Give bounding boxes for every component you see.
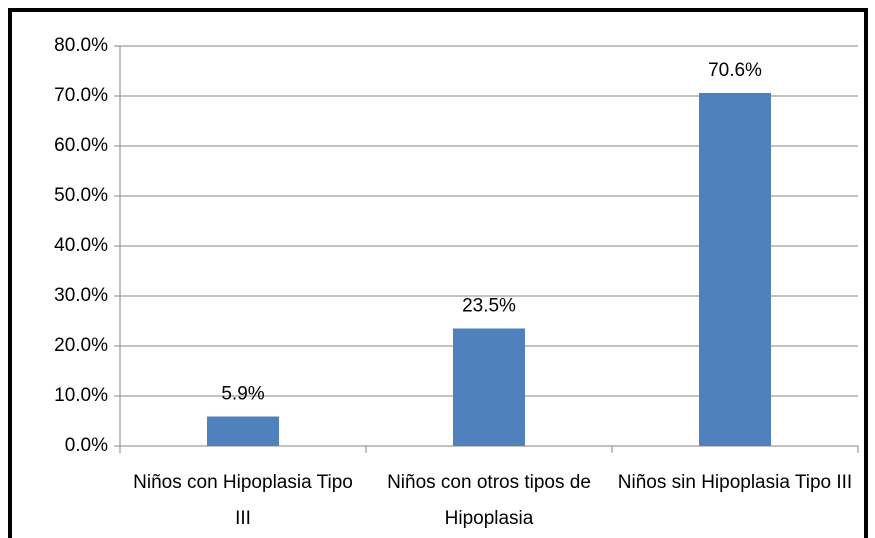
- y-tick-label: 80.0%: [54, 35, 108, 56]
- y-tick-label: 40.0%: [54, 235, 108, 256]
- y-tick-label: 10.0%: [54, 385, 108, 406]
- x-tick-label: Niños sin Hipoplasia Tipo III: [617, 472, 853, 493]
- x-tick-label: Niños con Hipoplasia Tipo III: [133, 472, 353, 529]
- y-tick-label: 20.0%: [54, 335, 108, 356]
- data-label: 5.9%: [221, 384, 264, 405]
- y-tick-label: 50.0%: [54, 185, 108, 206]
- bar: [207, 416, 279, 446]
- y-tick-label: 60.0%: [54, 135, 108, 156]
- data-label: 70.6%: [708, 60, 762, 81]
- y-tick-label: 0.0%: [65, 435, 108, 456]
- data-label: 23.5%: [462, 296, 516, 317]
- y-tick-label: 70.0%: [54, 85, 108, 106]
- bar: [699, 93, 771, 446]
- y-tick-label: 30.0%: [54, 285, 108, 306]
- bar: [453, 328, 525, 446]
- x-tick-label: Niños con otros tipos de Hipoplasia: [387, 472, 591, 529]
